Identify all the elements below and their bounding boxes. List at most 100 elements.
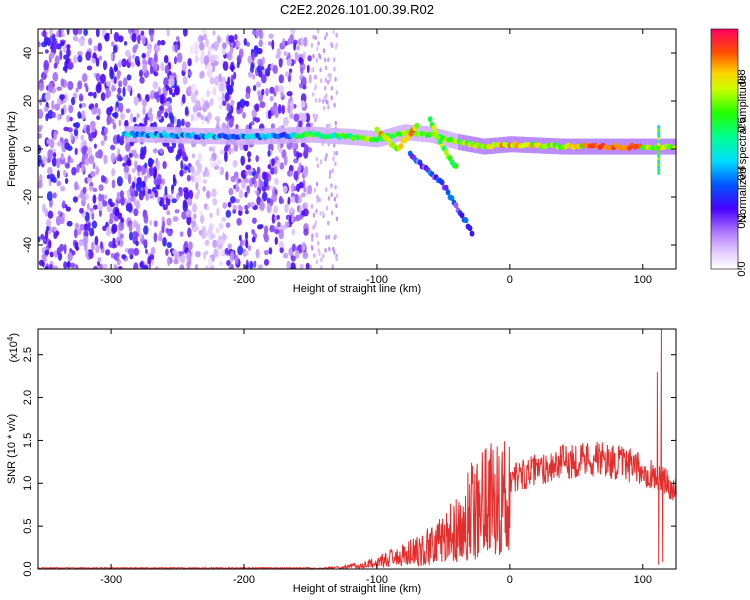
noise-blob — [122, 86, 126, 98]
noise-blob — [56, 86, 62, 91]
noise-blob — [288, 164, 294, 173]
noise-blob — [159, 148, 164, 154]
noise-blob — [208, 257, 213, 267]
noise-blob — [270, 167, 276, 175]
noise-blob — [115, 252, 120, 262]
noise-blob — [110, 252, 114, 259]
noise-blob — [291, 141, 298, 151]
noise-blob — [166, 241, 172, 249]
noise-blob — [186, 260, 191, 269]
noise-blob — [291, 213, 295, 224]
noise-blob — [132, 231, 138, 236]
noise-blob — [202, 170, 207, 178]
noise-blob — [128, 231, 134, 241]
noise-blob — [169, 77, 175, 87]
noise-blob — [290, 256, 296, 262]
noise-blob — [311, 92, 315, 97]
noise-blob — [158, 86, 161, 96]
noise-blob — [263, 233, 269, 243]
spike-cell — [657, 156, 661, 161]
noise-blob — [105, 249, 111, 256]
noise-blob — [224, 92, 230, 102]
noise-blob — [300, 100, 306, 108]
x-tick-label: 100 — [634, 574, 652, 586]
noise-blob — [218, 222, 224, 230]
noise-blob — [325, 187, 328, 193]
noise-blob — [179, 187, 184, 197]
noise-blob — [166, 29, 170, 37]
colorbar-label: Normalized spectral amplitude — [737, 75, 749, 223]
noise-blob — [150, 246, 156, 255]
noise-blob — [222, 234, 228, 240]
noise-blob — [147, 188, 152, 195]
noise-blob — [225, 116, 230, 122]
noise-blob — [333, 57, 336, 62]
noise-blob — [52, 192, 57, 199]
noise-blob — [159, 94, 165, 105]
noise-blob — [144, 116, 148, 127]
noise-blob — [105, 226, 112, 237]
branch-cell — [414, 122, 420, 129]
noise-blob — [195, 159, 200, 167]
colorbar-tick-label: 0.2 — [736, 213, 748, 228]
noise-blob — [111, 179, 116, 189]
noise-blob — [153, 92, 159, 100]
noise-blob — [230, 250, 235, 261]
noise-blob — [269, 95, 274, 102]
noise-blob — [138, 190, 144, 201]
noise-blob — [259, 224, 264, 229]
noise-blob — [216, 207, 220, 217]
noise-blob — [162, 86, 167, 93]
noise-blob — [330, 192, 333, 198]
noise-blob — [125, 108, 131, 114]
noise-blob — [288, 98, 292, 104]
noise-blob — [307, 184, 313, 195]
noise-blob — [243, 250, 249, 256]
y-tick-label: 1.0 — [22, 476, 34, 491]
noise-blob — [74, 147, 78, 156]
spike-cell — [657, 130, 661, 135]
noise-blob — [44, 249, 50, 256]
noise-blob — [259, 101, 266, 109]
noise-blob — [135, 200, 141, 210]
noise-blob — [324, 65, 328, 71]
y-tick-label: -20 — [22, 189, 34, 205]
noise-blob — [153, 71, 159, 77]
noise-blob — [93, 265, 99, 269]
noise-blob — [206, 206, 210, 211]
noise-blob — [73, 128, 79, 137]
noise-blob — [153, 52, 158, 63]
snr-x-axis-label: Height of straight line (km) — [293, 583, 421, 595]
noise-blob — [289, 170, 294, 177]
noise-blob — [209, 76, 215, 85]
noise-blob — [333, 196, 337, 202]
noise-blob — [100, 140, 105, 147]
noise-blob — [333, 66, 336, 72]
noise-blob — [197, 152, 203, 162]
noise-blob — [75, 87, 79, 93]
y-tick-label: -40 — [22, 237, 34, 253]
noise-blob — [219, 149, 225, 155]
noise-blob — [277, 142, 281, 151]
noise-blob — [314, 98, 318, 103]
colorbar-tick-label: 0.4 — [736, 165, 748, 180]
noise-blob — [141, 98, 147, 107]
noise-blob — [255, 29, 260, 38]
noise-blob — [46, 138, 51, 145]
noise-blob — [161, 178, 165, 186]
noise-blob — [227, 201, 232, 208]
noise-blob — [82, 235, 89, 246]
noise-blob — [218, 102, 224, 110]
noise-blob — [97, 201, 103, 212]
noise-blob — [315, 259, 319, 265]
noise-blob — [181, 211, 187, 220]
noise-blob — [153, 232, 158, 243]
branch-cell — [453, 202, 459, 209]
noise-blob — [279, 162, 285, 170]
noise-blob — [230, 74, 234, 84]
noise-blob — [219, 261, 223, 266]
noise-blob — [150, 33, 154, 43]
noise-blob — [233, 71, 237, 80]
noise-blob — [193, 213, 197, 220]
noise-blob — [300, 192, 306, 198]
